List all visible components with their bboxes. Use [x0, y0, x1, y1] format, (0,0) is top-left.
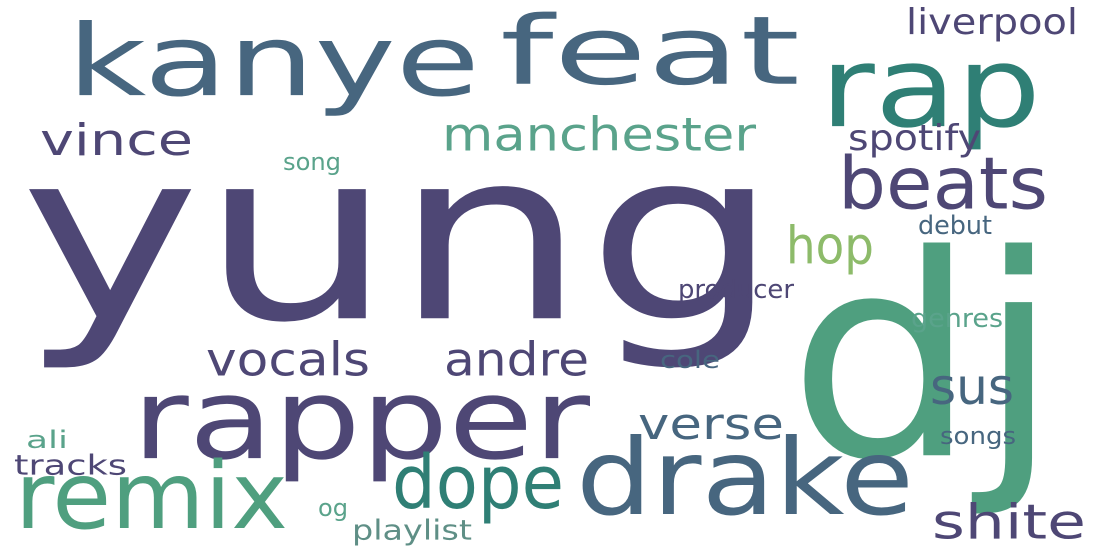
- word-vocals: vocals: [206, 332, 370, 387]
- word-rap: rap: [820, 21, 1041, 153]
- word-liverpool: liverpool: [906, 0, 1079, 43]
- word-hop: hop: [786, 215, 875, 277]
- word-andre: andre: [444, 332, 590, 387]
- word-debut: debut: [918, 209, 992, 241]
- word-shite: shite: [932, 493, 1086, 550]
- word-spotify: spotify: [848, 116, 982, 159]
- word-verse: verse: [638, 398, 784, 450]
- word-tracks: tracks: [14, 448, 128, 482]
- word-remix: remix: [15, 441, 289, 551]
- word-og: og: [318, 493, 348, 522]
- word-dope: dope: [392, 439, 564, 526]
- word-vince: vince: [40, 114, 193, 166]
- word-playlist: playlist: [352, 513, 472, 547]
- word-songs: songs: [940, 421, 1017, 450]
- word-feat: feat: [500, 0, 801, 107]
- word-genres: genres: [911, 302, 1004, 334]
- word-rapper: rapper: [132, 353, 591, 485]
- word-dj: dj: [788, 194, 1060, 523]
- word-cole: cole: [660, 345, 720, 374]
- word-ali: ali: [26, 425, 68, 454]
- word-song: song: [283, 147, 341, 176]
- word-drake: drake: [576, 416, 914, 540]
- word-manchester: manchester: [442, 107, 756, 162]
- word-sus: sus: [930, 357, 1015, 416]
- word-beats: beats: [838, 141, 1048, 226]
- word-yung: yung: [20, 98, 780, 375]
- word-kanye: kanye: [67, 3, 480, 119]
- word-producer: producer: [678, 273, 794, 305]
